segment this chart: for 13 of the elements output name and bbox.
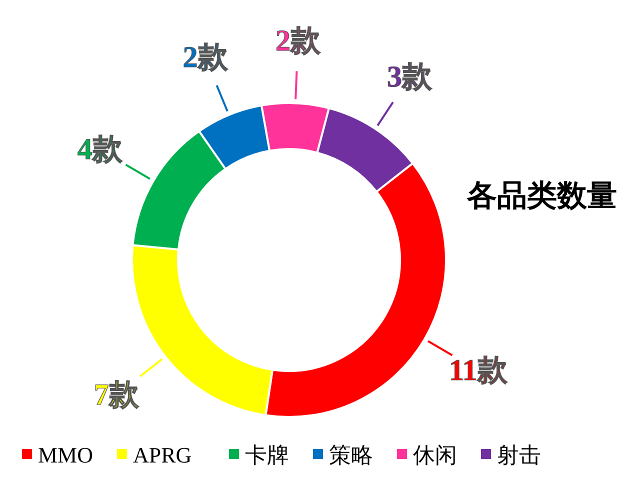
text: 各品类数量: [466, 180, 617, 212]
legend-label: 策略: [329, 442, 373, 468]
data-label: 2款: [275, 24, 322, 58]
data-label: 2款: [182, 41, 229, 74]
data-label: 3款: [386, 60, 433, 94]
legend-label: APRG: [133, 442, 192, 468]
legend-label: MMO: [38, 442, 94, 468]
data-label: 11款: [448, 354, 508, 387]
data-label: 4款: [77, 133, 124, 166]
legend-label: 射击: [497, 442, 541, 468]
legend-label: 休闲: [413, 442, 457, 468]
legend-label: 卡牌: [245, 442, 289, 468]
data-label: 7款: [94, 378, 140, 412]
